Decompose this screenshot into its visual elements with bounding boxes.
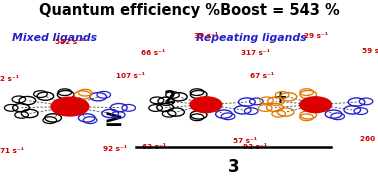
- Text: ≥: ≥: [104, 107, 123, 131]
- Circle shape: [300, 97, 332, 113]
- Circle shape: [51, 97, 89, 116]
- Text: 29 s⁻¹: 29 s⁻¹: [304, 33, 328, 39]
- Text: Mixed ligands: Mixed ligands: [12, 33, 98, 43]
- Text: Repeating ligands: Repeating ligands: [196, 33, 307, 43]
- Text: 57 s⁻¹: 57 s⁻¹: [233, 138, 257, 144]
- Text: 107 s⁻¹: 107 s⁻¹: [116, 73, 145, 79]
- Text: +: +: [272, 89, 287, 107]
- Text: 260 s⁻¹: 260 s⁻¹: [359, 136, 378, 142]
- Text: 171 s⁻¹: 171 s⁻¹: [0, 148, 24, 154]
- Text: 317 s⁻¹: 317 s⁻¹: [241, 50, 270, 56]
- Text: 59 s⁻¹: 59 s⁻¹: [362, 48, 378, 54]
- Text: 92 s⁻¹: 92 s⁻¹: [103, 146, 127, 152]
- Text: 93 s⁻¹: 93 s⁻¹: [243, 144, 267, 150]
- Text: Quantum efficiency %Boost = 543 %: Quantum efficiency %Boost = 543 %: [39, 3, 339, 18]
- Text: 66 s⁻¹: 66 s⁻¹: [141, 50, 165, 56]
- Circle shape: [190, 97, 222, 113]
- Text: 72 s⁻¹: 72 s⁻¹: [0, 76, 19, 82]
- Text: 3: 3: [228, 158, 239, 176]
- Text: 63 s⁻¹: 63 s⁻¹: [142, 144, 166, 150]
- Text: 552 s⁻¹: 552 s⁻¹: [55, 39, 85, 45]
- Text: 2: 2: [164, 89, 177, 107]
- Text: 39 s⁻¹: 39 s⁻¹: [194, 33, 218, 39]
- Text: 67 s⁻¹: 67 s⁻¹: [249, 73, 274, 79]
